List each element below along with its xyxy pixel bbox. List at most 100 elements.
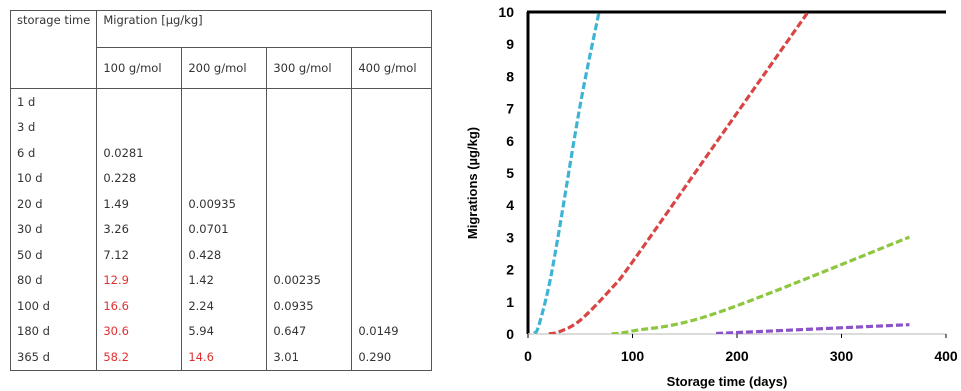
migration-table-panel: storage time Migration [µg/kg] 100 g/mol… — [9, 10, 432, 371]
migration-value-cell: 58.2 — [96, 344, 182, 371]
y-tick-label: 9 — [506, 36, 514, 52]
migration-value-cell: 16.6 — [96, 293, 182, 319]
migration-value-cell — [351, 267, 432, 293]
y-tick-label: 4 — [506, 197, 514, 213]
y-tick-label: 5 — [506, 165, 514, 181]
y-tick-label: 7 — [506, 101, 514, 117]
table-row: 80 d 12.9 1.42 0.00235 — [9, 267, 432, 293]
y-axis-label: Migrations (µg/kg) — [465, 127, 480, 239]
migration-value-cell — [351, 293, 432, 319]
migration-value-cell: 0.00235 — [266, 267, 352, 293]
storage-time-cell: 1 d — [9, 88, 97, 115]
y-tick-label: 8 — [506, 68, 514, 84]
migration-value-cell — [266, 114, 352, 140]
migration-value-cell — [266, 216, 352, 242]
table-row: 30 d 3.26 0.0701 — [9, 216, 432, 242]
x-axis-label: Storage time (days) — [667, 374, 788, 389]
series-line-1 — [548, 11, 810, 334]
storage-time-cell: 180 d — [9, 318, 97, 344]
migration-value-cell: 0.647 — [266, 318, 352, 344]
table-header-row: storage time Migration [µg/kg] — [9, 10, 432, 89]
storage-time-cell: 80 d — [9, 267, 97, 293]
migration-value-cell: 5.94 — [181, 318, 267, 344]
migration-value-cell — [266, 165, 352, 191]
table-row: 20 d 1.49 0.00935 — [9, 191, 432, 217]
series-line-3 — [716, 323, 910, 334]
migration-value-cell: 3.01 — [266, 344, 352, 371]
storage-time-cell: 30 d — [9, 216, 97, 242]
migration-value-cell: 0.0149 — [351, 318, 432, 344]
column-header: 300 g/mol — [266, 47, 352, 89]
y-tick-label: 3 — [506, 229, 514, 245]
column-header: 200 g/mol — [181, 47, 267, 89]
x-tick-label: 300 — [830, 348, 854, 364]
migration-value-cell: 0.0935 — [266, 293, 352, 319]
storage-time-cell: 3 d — [9, 114, 97, 140]
series-line-0 — [532, 11, 601, 334]
migration-value-cell: 2.24 — [181, 293, 267, 319]
corner-header: storage time — [9, 10, 97, 89]
migration-value-cell: 3.26 — [96, 216, 182, 242]
x-tick-label: 200 — [725, 348, 749, 364]
y-tick-label: 1 — [506, 294, 514, 310]
column-header: 100 g/mol — [96, 47, 182, 89]
table-subheader-row: 100 g/mol 200 g/mol 300 g/mol 400 g/mol — [11, 47, 432, 89]
migration-value-cell — [96, 88, 182, 115]
x-tick-label: 100 — [621, 348, 645, 364]
storage-time-cell: 365 d — [9, 344, 97, 371]
x-tick-label: 400 — [934, 348, 958, 364]
migration-value-cell — [351, 140, 432, 166]
migration-value-cell — [351, 165, 432, 191]
storage-time-cell: 6 d — [9, 140, 97, 166]
migration-value-cell — [351, 114, 432, 140]
table-row: 100 d 16.6 2.24 0.0935 — [9, 293, 432, 319]
migration-value-cell — [351, 191, 432, 217]
table-row: 365 d 58.2 14.6 3.01 0.290 — [9, 344, 432, 371]
migration-value-cell — [266, 140, 352, 166]
y-tick-label: 10 — [498, 4, 514, 20]
migration-value-cell: 0.00935 — [181, 191, 267, 217]
migration-value-cell — [181, 140, 267, 166]
migration-value-cell: 12.9 — [96, 267, 182, 293]
migration-table: storage time Migration [µg/kg] 100 g/mol… — [9, 10, 432, 371]
migration-chart-panel: 0 1 2 3 4 5 6 7 8 9 10 0 100 200 300 400 Migrations (µg… — [455, 0, 961, 391]
storage-time-cell: 50 d — [9, 242, 97, 268]
migration-value-cell — [181, 165, 267, 191]
storage-time-cell: 100 d — [9, 293, 97, 319]
y-tick-label: 2 — [506, 262, 514, 278]
table-row: 1 d — [9, 88, 432, 115]
migration-value-cell: 0.0281 — [96, 140, 182, 166]
migration-value-cell — [266, 88, 352, 115]
column-header: 400 g/mol — [351, 47, 432, 89]
migration-value-cell: 7.12 — [96, 242, 182, 268]
migration-value-cell — [351, 242, 432, 268]
migration-value-cell: 0.228 — [96, 165, 182, 191]
table-row: 3 d — [9, 114, 432, 140]
migration-value-cell: 0.428 — [181, 242, 267, 268]
table-row: 180 d 30.6 5.94 0.647 0.0149 — [9, 318, 432, 344]
group-header: Migration [µg/kg] — [96, 10, 432, 48]
table-row: 10 d 0.228 — [9, 165, 432, 191]
y-tick-label: 0 — [506, 326, 514, 342]
chart-series — [532, 11, 911, 334]
migration-value-cell: 30.6 — [96, 318, 182, 344]
migration-value-cell — [96, 114, 182, 140]
table-row: 50 d 7.12 0.428 — [9, 242, 432, 268]
storage-time-cell: 10 d — [9, 165, 97, 191]
migration-value-cell — [181, 114, 267, 140]
x-tick-label: 0 — [524, 348, 532, 364]
migration-value-cell — [351, 88, 432, 115]
migration-value-cell: 0.290 — [351, 344, 432, 371]
migration-value-cell — [266, 242, 352, 268]
storage-time-cell: 20 d — [9, 191, 97, 217]
series-line-2 — [611, 235, 911, 334]
table-row: 6 d 0.0281 — [9, 140, 432, 166]
migration-value-cell: 1.49 — [96, 191, 182, 217]
y-tick-label: 6 — [506, 133, 514, 149]
migration-value-cell: 14.6 — [181, 344, 267, 371]
migration-value-cell — [181, 88, 267, 115]
migration-value-cell: 0.0701 — [181, 216, 267, 242]
migration-value-cell — [351, 216, 432, 242]
migration-value-cell: 1.42 — [181, 267, 267, 293]
